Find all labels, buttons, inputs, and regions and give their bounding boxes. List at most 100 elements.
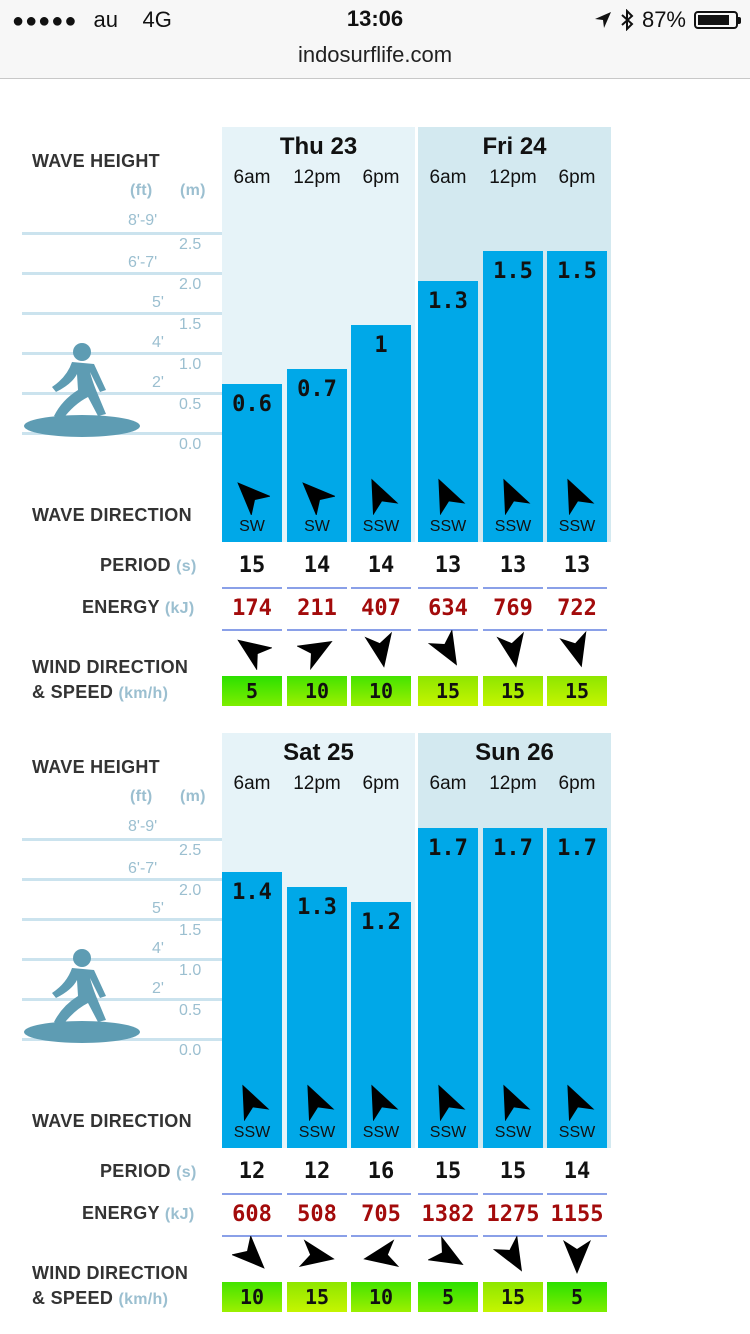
scale-m-label: 1.5 <box>179 922 202 939</box>
wave-direction-icon <box>567 478 595 516</box>
wind-direction-arrow <box>427 1235 488 1280</box>
wind-direction-icon <box>230 1234 265 1269</box>
period-value: 15 <box>418 1151 478 1195</box>
wave-height-value: 1.7 <box>557 836 597 861</box>
wave-height-bar: 1.7 SSW <box>547 828 607 1148</box>
surfer-icon <box>22 948 142 1048</box>
wave-direction-icon <box>242 1084 270 1122</box>
network-type: 4G <box>142 7 172 32</box>
wind-direction-arrow <box>427 629 488 674</box>
wind-speed-value: 10 <box>287 676 347 706</box>
wave-direction-value: SSW <box>429 518 467 535</box>
wave-direction-icon <box>567 1084 595 1122</box>
wave-height-value: 1.4 <box>232 880 272 905</box>
time-slot-label: 6am <box>429 773 467 794</box>
status-right: 87% <box>594 7 741 33</box>
scale-gridline <box>22 312 222 315</box>
scale-ft-label: 2' <box>152 980 164 997</box>
time-slot-label: 6pm <box>362 167 400 188</box>
energy-value: 608 <box>222 1195 282 1237</box>
time-slot-label: 6pm <box>362 773 400 794</box>
url-bar[interactable]: indosurflife.com <box>0 40 750 79</box>
unit-ft: (ft) <box>130 182 153 199</box>
wind-direction-icon <box>563 1240 591 1274</box>
status-bar: ●●●●● au 4G 13:06 87% <box>0 0 750 40</box>
day-title: Thu 23 <box>279 133 358 160</box>
day-title: Sat 25 <box>283 739 354 766</box>
period-unit: (s) <box>176 558 197 575</box>
time-slot-label: 12pm <box>293 773 341 794</box>
wave-height-value: 1.7 <box>428 836 468 861</box>
wind-speed-label-text: & SPEED <box>32 682 114 702</box>
time-slot-label: 6am <box>233 167 271 188</box>
scale-ft-label: 5' <box>152 294 164 311</box>
wave-height-bar: 0.7 SW <box>287 369 347 542</box>
scale-gridline <box>22 878 222 881</box>
period-label: PERIOD (s) <box>100 555 197 576</box>
energy-value: 769 <box>483 589 543 631</box>
wave-height-bar: 1.7 SSW <box>483 828 543 1148</box>
time-slot-label: 6pm <box>558 773 596 794</box>
scale-ft-label: 8'-9' <box>128 818 158 835</box>
period-value: 13 <box>418 545 478 589</box>
wind-speed-value: 5 <box>547 1282 607 1312</box>
wave-direction-arrow <box>230 475 272 517</box>
scale-m-label: 0.5 <box>179 396 202 413</box>
period-value: 15 <box>222 545 282 589</box>
scale-gridline <box>22 918 222 921</box>
time-slot-label: 12pm <box>293 167 341 188</box>
energy-value: 722 <box>547 589 607 631</box>
wind-direction-arrow <box>492 1235 553 1280</box>
wave-direction-label: WAVE DIRECTION <box>32 1111 192 1131</box>
wind-speed-label-text: & SPEED <box>32 1288 114 1308</box>
wave-direction-icon <box>302 482 337 517</box>
scale-ft-label: 6'-7' <box>128 860 158 877</box>
period-unit: (s) <box>176 1164 197 1181</box>
scale-ft-label: 5' <box>152 900 164 917</box>
scale-ft-label: 6'-7' <box>128 254 158 271</box>
wave-direction-value: SSW <box>429 1124 467 1141</box>
scale-gridline <box>22 998 222 1001</box>
wind-speed-label: & SPEED (km/h) <box>32 1288 168 1309</box>
wave-direction-value: SW <box>239 518 265 535</box>
wind-speed-value: 5 <box>418 1282 478 1312</box>
wave-direction-icon <box>237 482 272 517</box>
energy-value: 634 <box>418 589 478 631</box>
scale-gridline <box>22 838 222 841</box>
wave-height-bar: 1.3 SSW <box>287 887 347 1148</box>
wave-direction-arrow <box>491 475 531 516</box>
wind-direction-icon <box>298 1239 335 1268</box>
period-value: 14 <box>287 545 347 589</box>
period-label: PERIOD (s) <box>100 1161 197 1182</box>
wind-direction-icon <box>492 1235 522 1272</box>
bluetooth-icon <box>621 9 634 31</box>
energy-label: ENERGY (kJ) <box>82 597 194 618</box>
energy-value: 1155 <box>547 1195 607 1237</box>
wave-height-bar: 1.5 SSW <box>547 251 607 542</box>
wave-height-bar: 1.4 SSW <box>222 872 282 1148</box>
time-slot-label: 12pm <box>489 773 537 794</box>
wave-height-value: 0.6 <box>232 392 272 417</box>
label-column: WAVE HEIGHT (ft) (m) 8'-9' 6'-7' 5' 4' 2' 2.5 2.0… <box>0 127 222 717</box>
clock: 13:06 <box>346 6 404 31</box>
day-column: Fri 24 6am 1.3 SSW 12pm 1.5 SSW 6pm 1.5 SSW <box>418 127 611 542</box>
scale-ft-label: 4' <box>152 940 164 957</box>
wave-height-value: 1.7 <box>493 836 533 861</box>
wind-speed-value: 10 <box>222 1282 282 1312</box>
scale-gridline <box>22 272 222 275</box>
scale-gridline <box>22 232 222 235</box>
scale-gridline <box>22 958 222 961</box>
wind-direction-arrow <box>296 630 357 674</box>
scale-m-label: 2.5 <box>179 842 202 859</box>
time-slot-label: 6pm <box>558 167 596 188</box>
wind-direction-arrow <box>297 1236 357 1280</box>
period-value: 14 <box>547 1151 607 1195</box>
unit-m: (m) <box>180 182 206 199</box>
period-label-text: PERIOD <box>100 555 171 575</box>
wind-direction-arrow <box>361 630 421 674</box>
wave-height-value: 1.5 <box>493 259 533 284</box>
wind-speed-value: 10 <box>351 676 411 706</box>
location-arrow-icon <box>594 12 611 28</box>
url-domain[interactable]: indosurflife.com <box>297 42 453 67</box>
wind-direction-icon <box>364 631 393 668</box>
